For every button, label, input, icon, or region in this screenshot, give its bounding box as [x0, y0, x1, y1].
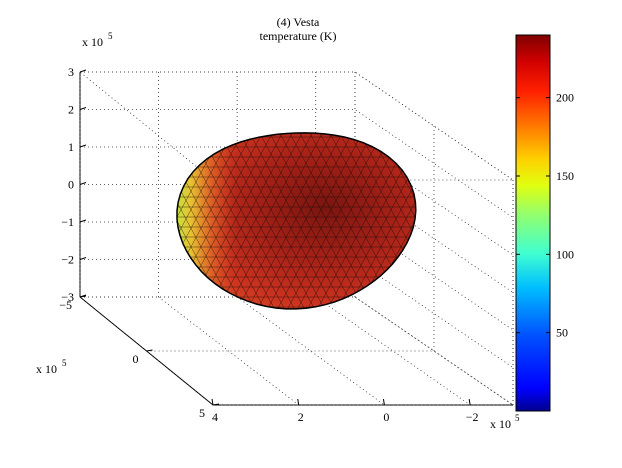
mesh-lines — [177, 132, 416, 309]
y-tick-label: 5 — [199, 406, 205, 420]
y-axis-multiplier: x 10 5 — [36, 358, 67, 376]
z-tick-mark — [79, 182, 87, 185]
z-multiplier-exp: 5 — [108, 31, 113, 41]
x-multiplier-exp: 5 — [515, 413, 520, 423]
z-tick-label: −1 — [61, 215, 74, 229]
x-tick-mark — [468, 398, 471, 406]
x-tick-label: −2 — [466, 410, 479, 424]
z-tick-mark — [79, 219, 87, 223]
x-tick-label: 4 — [212, 410, 218, 424]
y-tick-label: 0 — [133, 352, 139, 366]
z-tick-mark — [79, 69, 87, 73]
y-multiplier-exp: 5 — [62, 358, 67, 368]
x-tick-mark — [211, 398, 214, 406]
vesta-surface — [176, 132, 417, 310]
colorbar-tick-label: 50 — [556, 326, 568, 340]
z-axis-multiplier: x 10 5 — [82, 31, 113, 49]
x-axis-multiplier: x 10 5 — [490, 413, 520, 431]
z-tick-mark — [79, 144, 87, 148]
z-tick-label: 3 — [68, 65, 74, 79]
y-tick-label: −5 — [59, 298, 72, 312]
z-tick-label: −2 — [61, 253, 74, 267]
x-tick-mark — [382, 398, 385, 406]
x-tick-label: 0 — [383, 410, 389, 424]
colorbar-tick-label: 150 — [556, 169, 574, 183]
colorbar: 50 100 150 200 — [515, 34, 574, 412]
z-tick-label: 1 — [68, 140, 74, 154]
y-tick-mark — [146, 349, 153, 352]
surface-outline — [176, 132, 417, 310]
colorbar-tick-label: 100 — [556, 247, 574, 261]
z-multiplier-base: x 10 — [82, 35, 103, 49]
subtitle-text: temperature (K) — [260, 29, 337, 43]
colorbar-tick-label: 200 — [556, 91, 574, 105]
x-tick-mark — [297, 398, 300, 406]
y-tick-mark — [79, 295, 87, 298]
colorbar-gradient — [515, 34, 551, 412]
z-tick-label: 2 — [68, 103, 74, 117]
chart-title: (4) Vesta temperature (K) — [260, 15, 337, 43]
z-tick-mark — [79, 107, 87, 110]
z-tick-mark — [79, 257, 87, 260]
z-tick-label: −3 — [61, 290, 74, 304]
z-tick-label: 0 — [68, 178, 74, 192]
x-multiplier-base: x 10 — [490, 417, 511, 431]
surface-mesh — [177, 132, 416, 309]
colorbar-ticks: 50 100 150 200 — [516, 91, 574, 340]
title-text: (4) Vesta — [277, 15, 320, 29]
y-tick-mark — [212, 403, 220, 406]
x-tick-label: 2 — [298, 410, 304, 424]
y-multiplier-base: x 10 — [36, 362, 57, 376]
